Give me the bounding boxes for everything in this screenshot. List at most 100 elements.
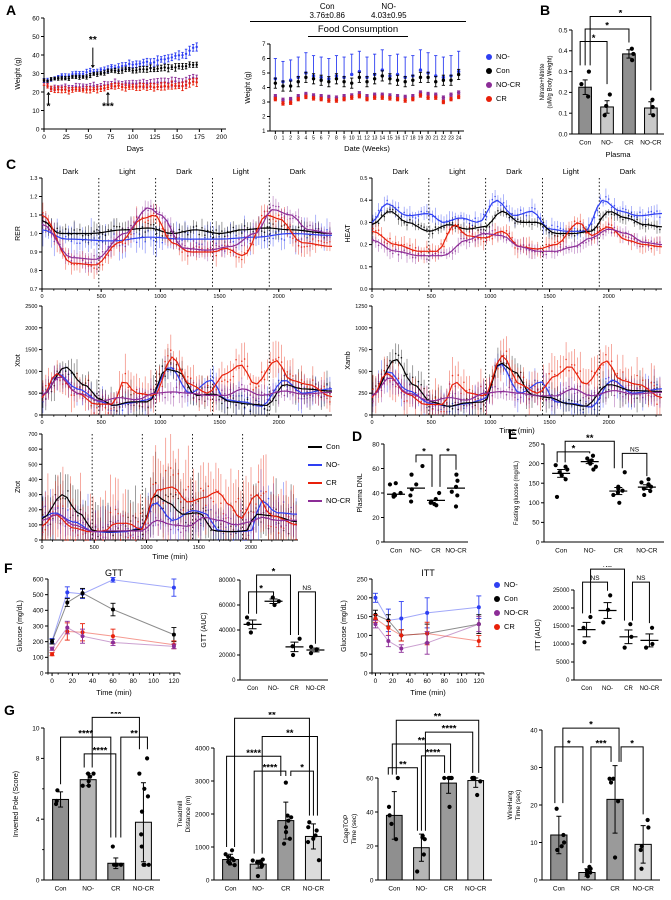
legend-item: NO- [494, 580, 529, 589]
svg-text:****: **** [426, 747, 441, 758]
svg-text:500: 500 [28, 391, 37, 397]
body-weight-chart: 0 10 20 30 40 50 60 0 25 50 75 100 125 150 175 200 Days W… [14, 8, 236, 154]
svg-text:*: * [272, 567, 276, 578]
svg-text:Con: Con [390, 548, 402, 555]
svg-text:*: * [589, 720, 593, 731]
cagetop-chart: 0 20 40 60 Con NO- CR NO-CR CageTOP Time (sec) ** *… [342, 712, 500, 898]
svg-text:CR: CR [431, 548, 441, 555]
heat-chart: Dark Light Dark Light Dark 0.0 0.1 0.2 0.3 0.4 0.5… [344, 164, 666, 302]
svg-text:0: 0 [374, 678, 378, 685]
svg-text:RER: RER [15, 226, 22, 241]
svg-text:Con: Con [55, 886, 67, 893]
con-legend-line [308, 445, 322, 448]
svg-text:NS: NS [603, 566, 613, 569]
svg-text:50: 50 [532, 520, 540, 527]
svg-text:2000: 2000 [603, 294, 615, 300]
svg-text:(uM/g Body Weight): (uM/g Body Weight) [548, 56, 554, 109]
svg-text:10: 10 [32, 725, 40, 732]
legend-item: Con [308, 442, 351, 451]
svg-text:NO-: NO- [268, 686, 279, 692]
no-legend-dot [494, 581, 500, 588]
svg-text:NO-CR: NO-CR [445, 548, 467, 555]
svg-text:8: 8 [335, 136, 338, 142]
svg-text:750: 750 [358, 348, 367, 354]
svg-text:**: ** [286, 728, 294, 739]
svg-text:0: 0 [370, 877, 374, 884]
gtt-auc-chart: 0 20000 40000 60000 80000 Con NO- CR NO-CR GTT (A… [200, 566, 336, 698]
legend-item: Con [486, 66, 521, 75]
legend-item: NO-CR [486, 80, 521, 89]
svg-text:2000: 2000 [603, 420, 615, 426]
svg-text:**: ** [89, 35, 97, 46]
svg-text:Dark: Dark [392, 167, 408, 176]
con-legend-dot [486, 67, 492, 74]
svg-text:60000: 60000 [219, 603, 236, 609]
svg-text:****: **** [93, 745, 108, 756]
svg-text:60: 60 [372, 466, 380, 473]
svg-text:60: 60 [32, 15, 40, 22]
svg-text:120: 120 [168, 678, 179, 685]
svg-text:NO-CR: NO-CR [640, 140, 662, 147]
itt-auc-chart: 0 5000 10000 15000 20000 25000 Con NO- CR NO-CR IT… [534, 562, 670, 698]
svg-text:****: **** [263, 763, 278, 774]
svg-text:NS: NS [591, 575, 601, 582]
svg-text:50: 50 [360, 652, 368, 659]
svg-text:WireHang: WireHang [507, 790, 514, 819]
svg-text:Time (min): Time (min) [152, 552, 188, 561]
svg-text:500: 500 [358, 369, 367, 375]
svg-text:8: 8 [36, 756, 40, 763]
svg-text:4: 4 [305, 136, 308, 142]
svg-text:NO-: NO- [410, 548, 422, 555]
rer-chart: Dark Light Dark Light Dark 0.7 0.8 0.9 1.0 1.1 1.2… [14, 164, 336, 302]
svg-text:0.2: 0.2 [360, 243, 368, 249]
svg-text:0: 0 [364, 413, 367, 419]
svg-text:****: **** [442, 724, 457, 735]
svg-text:24: 24 [456, 136, 462, 142]
svg-text:Con: Con [581, 686, 592, 692]
svg-text:1500: 1500 [25, 348, 37, 354]
svg-text:15: 15 [387, 136, 393, 142]
svg-text:16: 16 [395, 136, 401, 142]
svg-text:12: 12 [364, 136, 370, 142]
svg-text:NO-CR: NO-CR [632, 886, 654, 893]
svg-text:0.7: 0.7 [30, 287, 38, 293]
svg-text:Con: Con [553, 886, 565, 893]
wirehang-chart: 0 10 20 30 40 Con NO- CR NO-CR WireHang Time (sec)… [506, 712, 668, 898]
svg-text:Dark: Dark [290, 167, 306, 176]
svg-text:250: 250 [357, 576, 368, 583]
svg-text:0.0: 0.0 [360, 287, 368, 293]
svg-text:Weight (g): Weight (g) [15, 57, 22, 89]
svg-text:60: 60 [109, 678, 117, 685]
legend-groups-a: NO- Con NO-CR CR [486, 52, 521, 103]
svg-text:2: 2 [289, 136, 292, 142]
svg-text:Glucose (mg/dL): Glucose (mg/dL) [341, 600, 348, 652]
svg-text:NO-CR: NO-CR [303, 886, 325, 893]
svg-text:NS: NS [630, 446, 640, 453]
svg-text:0: 0 [36, 877, 40, 884]
svg-text:0.4: 0.4 [360, 198, 368, 204]
svg-text:50: 50 [32, 34, 40, 41]
svg-text:30: 30 [530, 765, 538, 772]
svg-text:200: 200 [529, 461, 540, 468]
svg-text:Dark: Dark [62, 167, 78, 176]
svg-text:*: * [592, 33, 596, 44]
svg-text:40: 40 [89, 678, 97, 685]
svg-text:80000: 80000 [219, 578, 236, 584]
svg-text:500: 500 [90, 545, 99, 551]
svg-text:4000: 4000 [195, 745, 210, 752]
food-col-no-label: NO- [381, 2, 397, 11]
svg-text:Time (min): Time (min) [499, 426, 535, 435]
svg-text:5: 5 [312, 136, 315, 142]
svg-text:30: 30 [32, 71, 40, 78]
svg-text:500: 500 [427, 294, 436, 300]
svg-text:NO-: NO- [602, 686, 613, 692]
svg-text:Inverted Pole (Score): Inverted Pole (Score) [13, 771, 20, 837]
no-legend-dot [486, 53, 492, 60]
svg-text:100: 100 [357, 633, 368, 640]
svg-text:0.8: 0.8 [30, 268, 38, 274]
plasma-nitrite-chart: 0.0 0.1 0.2 0.3 0.4 0.5 Con NO- CR NO-CR Plasma Nit… [538, 8, 670, 160]
food-col-con-value: 3.76±0.86 [309, 11, 345, 20]
svg-text:Time (min): Time (min) [96, 688, 132, 697]
svg-text:0: 0 [536, 539, 540, 546]
itt-chart: 0 50 100 150 200 250 0 20 40 60 80 100 120 Time (min)… [340, 566, 492, 698]
